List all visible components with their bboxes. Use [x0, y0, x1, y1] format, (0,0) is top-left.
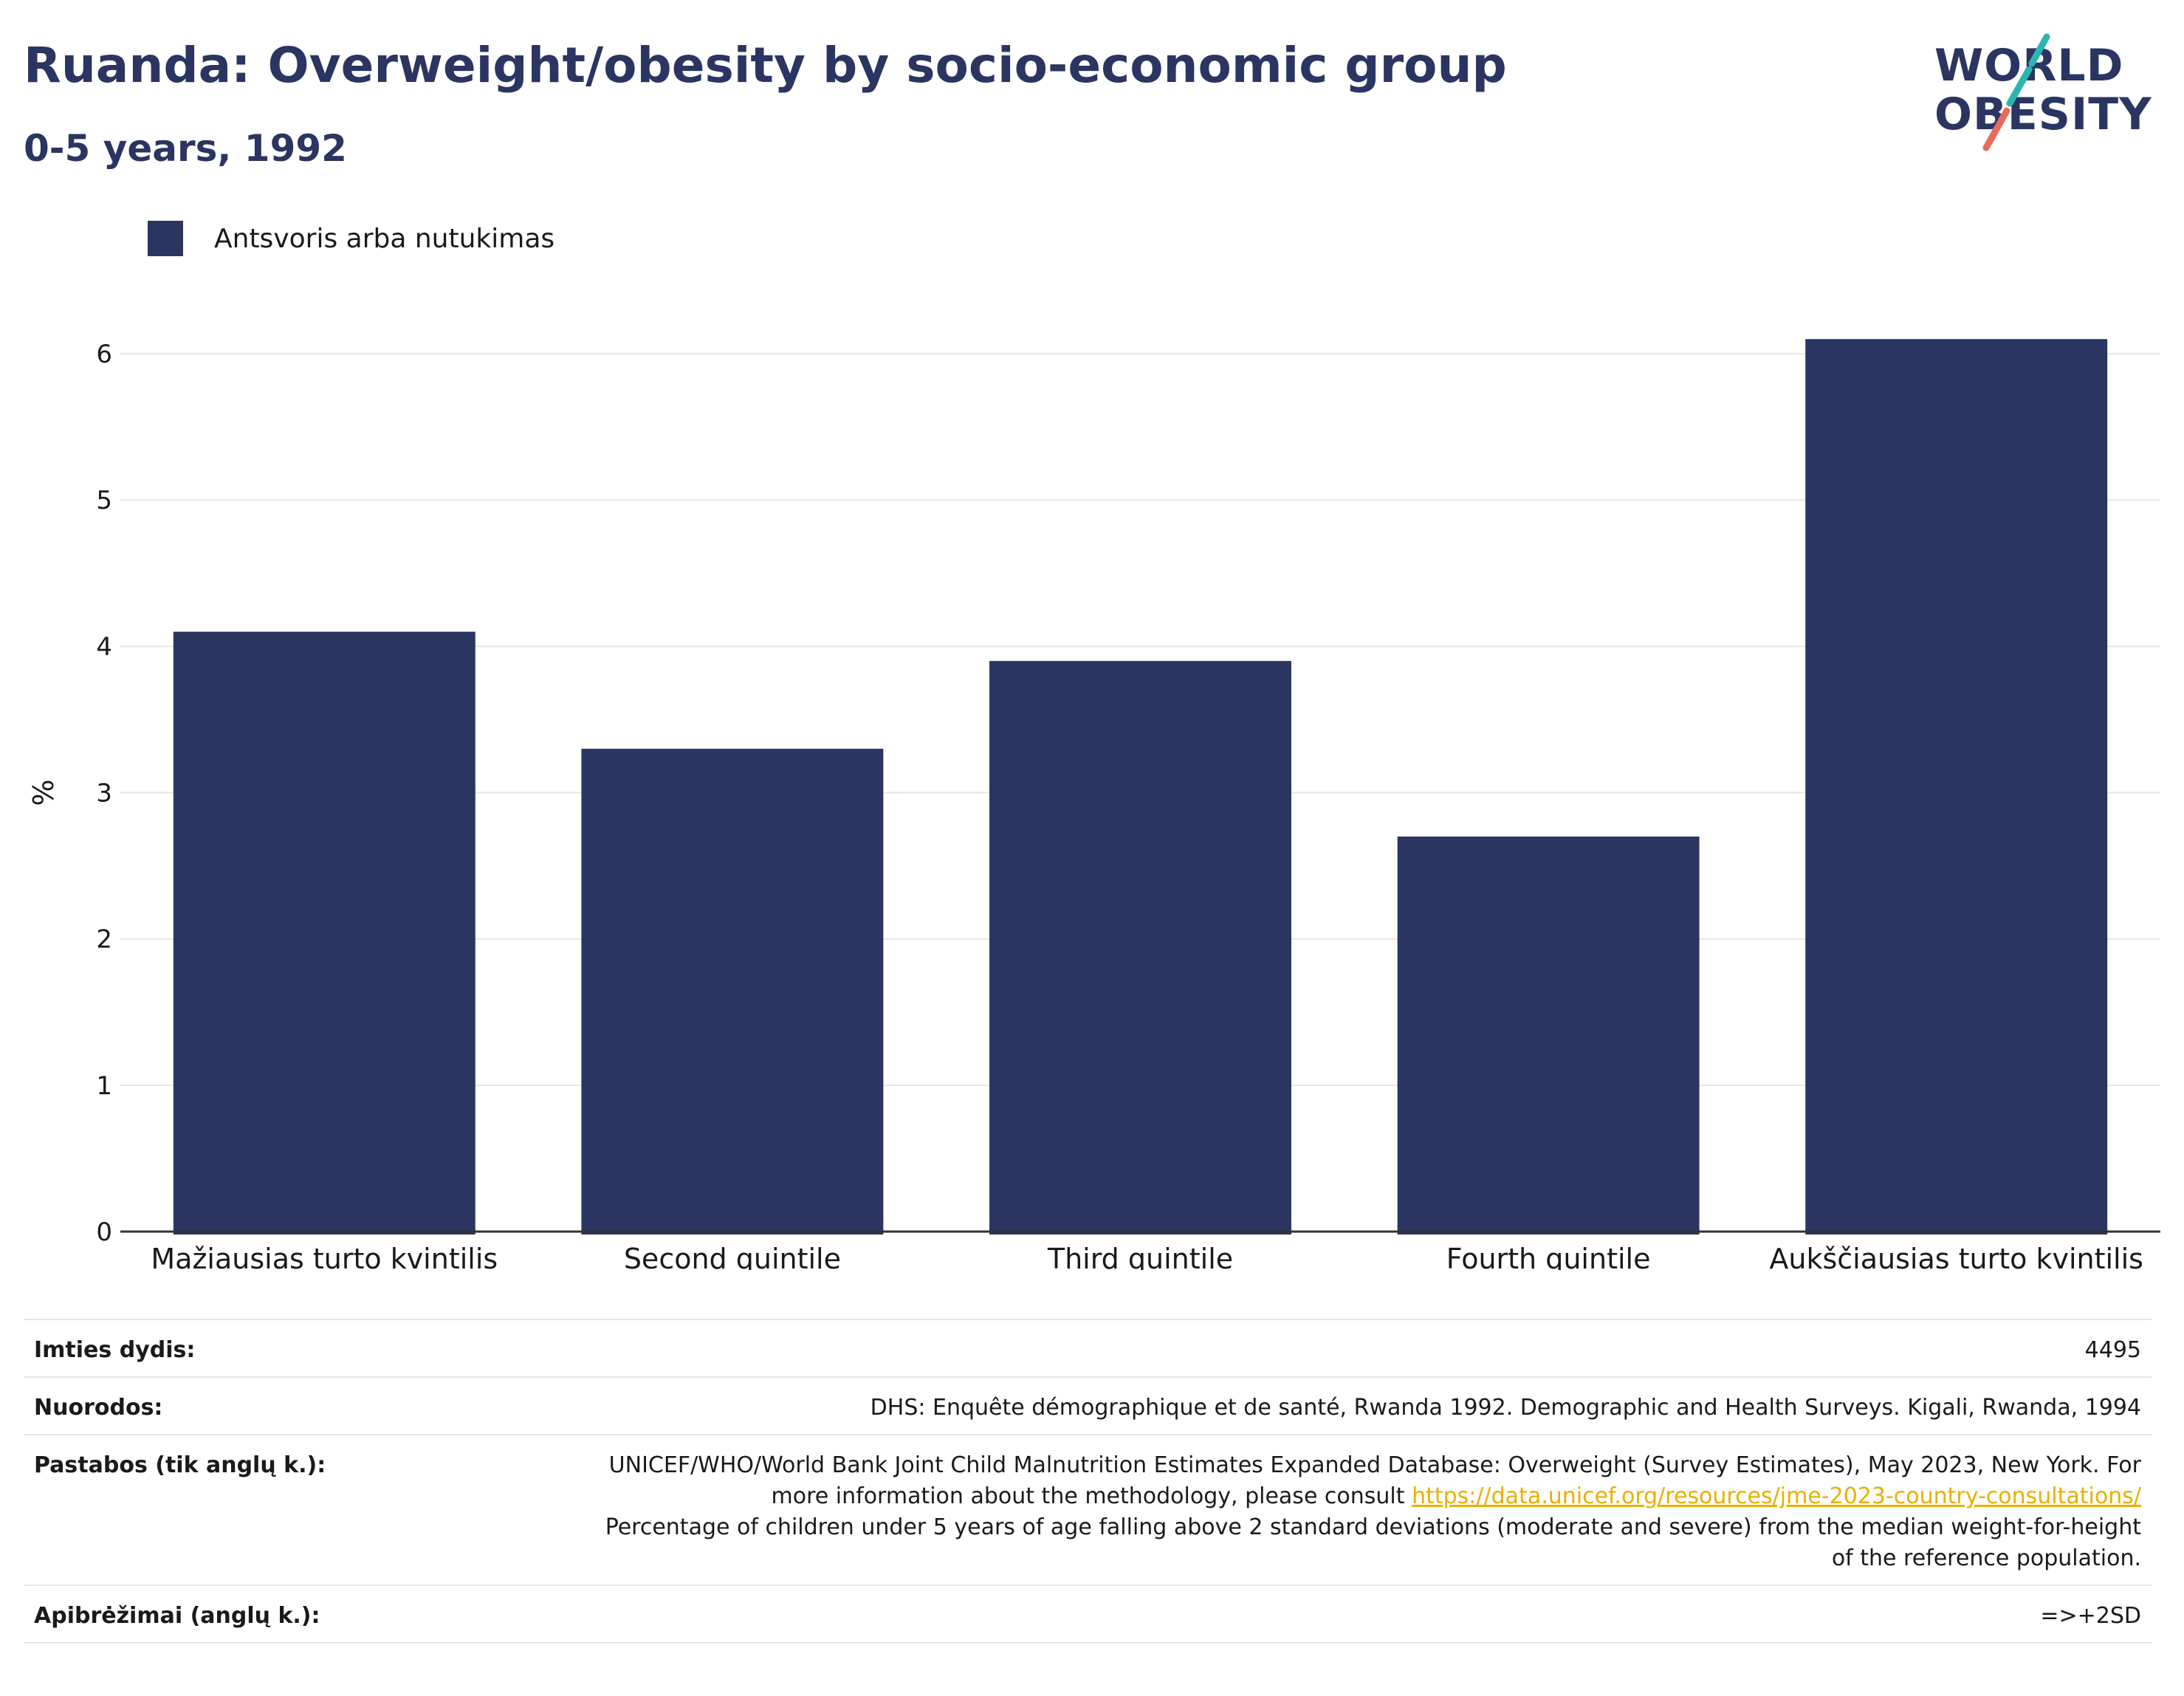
world-obesity-logo: WORLD OBESITY [1929, 21, 2165, 161]
bar[interactable] [1397, 836, 1700, 1235]
y-tick-label: 2 [96, 925, 112, 955]
notes-text-2: Percentage of children under 5 years of … [605, 1514, 2141, 1571]
y-tick-label: 6 [96, 340, 112, 369]
y-tick-label: 3 [96, 779, 112, 808]
logo-slash-icon [1982, 33, 2050, 151]
chart-legend: Antsvoris arba nutukimas [148, 220, 554, 257]
references-label: Nuorodos: [34, 1395, 163, 1421]
logo-word-world: WORLD [1934, 40, 2124, 92]
notes-text-1: UNICEF/WHO/World Bank Joint Child Malnut… [608, 1452, 2141, 1509]
info-row-sample-size: Imties dydis: 4495 [24, 1319, 2152, 1376]
y-axis-ticks: 0 1 2 3 4 5 6 [96, 340, 112, 1247]
definitions-label: Apibrėžimai (anglų k.): [34, 1603, 320, 1629]
x-axis-labels: Mažiausias turto kvintilis Second quintil… [151, 1243, 2143, 1270]
sample-size-value: 4495 [2084, 1337, 2141, 1363]
y-tick-label: 4 [96, 632, 112, 662]
chart-bars [173, 339, 2108, 1235]
x-category-label: Mažiausias turto kvintilis [151, 1243, 498, 1270]
info-row-definitions: Apibrėžimai (anglų k.): =>+2SD [24, 1585, 2152, 1644]
chart-title: Ruanda: Overweight/obesity by socio-econ… [24, 37, 1507, 94]
definitions-value: =>+2SD [2040, 1603, 2141, 1629]
y-tick-label: 0 [96, 1218, 112, 1247]
info-row-notes: Pastabos (tik anglų k.): UNICEF/WHO/Worl… [24, 1434, 2152, 1585]
sample-size-label: Imties dydis: [34, 1337, 196, 1363]
bar[interactable] [1805, 339, 2108, 1235]
notes-link[interactable]: https://data.unicef.org/resources/jme-20… [1412, 1483, 2141, 1509]
y-tick-label: 1 [96, 1071, 112, 1101]
x-category-label: Aukščiausias turto kvintilis [1769, 1243, 2143, 1270]
info-table: Imties dydis: 4495 Nuorodos: DHS: Enquêt… [24, 1319, 2152, 1644]
legend-label: Antsvoris arba nutukimas [214, 223, 555, 254]
bar[interactable] [581, 749, 884, 1235]
bar[interactable] [989, 661, 1291, 1235]
notes-value: UNICEF/WHO/World Bank Joint Child Malnut… [591, 1450, 2141, 1574]
y-tick-label: 5 [96, 486, 112, 515]
logo-word-obesity: OBESITY [1934, 89, 2152, 140]
info-row-references: Nuorodos: DHS: Enquête démographique et … [24, 1376, 2152, 1434]
bar[interactable] [173, 631, 475, 1235]
bar-chart: 0 1 2 3 4 5 6 Mažiausias turto kvintilis Second… [27, 339, 2160, 1270]
y-axis-title: % [27, 779, 60, 806]
x-category-label: Third quintile [1047, 1243, 1233, 1270]
x-category-label: Fourth quintile [1446, 1243, 1651, 1270]
x-category-label: Second quintile [624, 1243, 841, 1270]
references-value: DHS: Enquête démographique et de santé, … [870, 1395, 2141, 1421]
chart-subtitle: 0-5 years, 1992 [24, 127, 347, 170]
legend-swatch [148, 221, 183, 256]
notes-label: Pastabos (tik anglų k.): [34, 1452, 326, 1478]
